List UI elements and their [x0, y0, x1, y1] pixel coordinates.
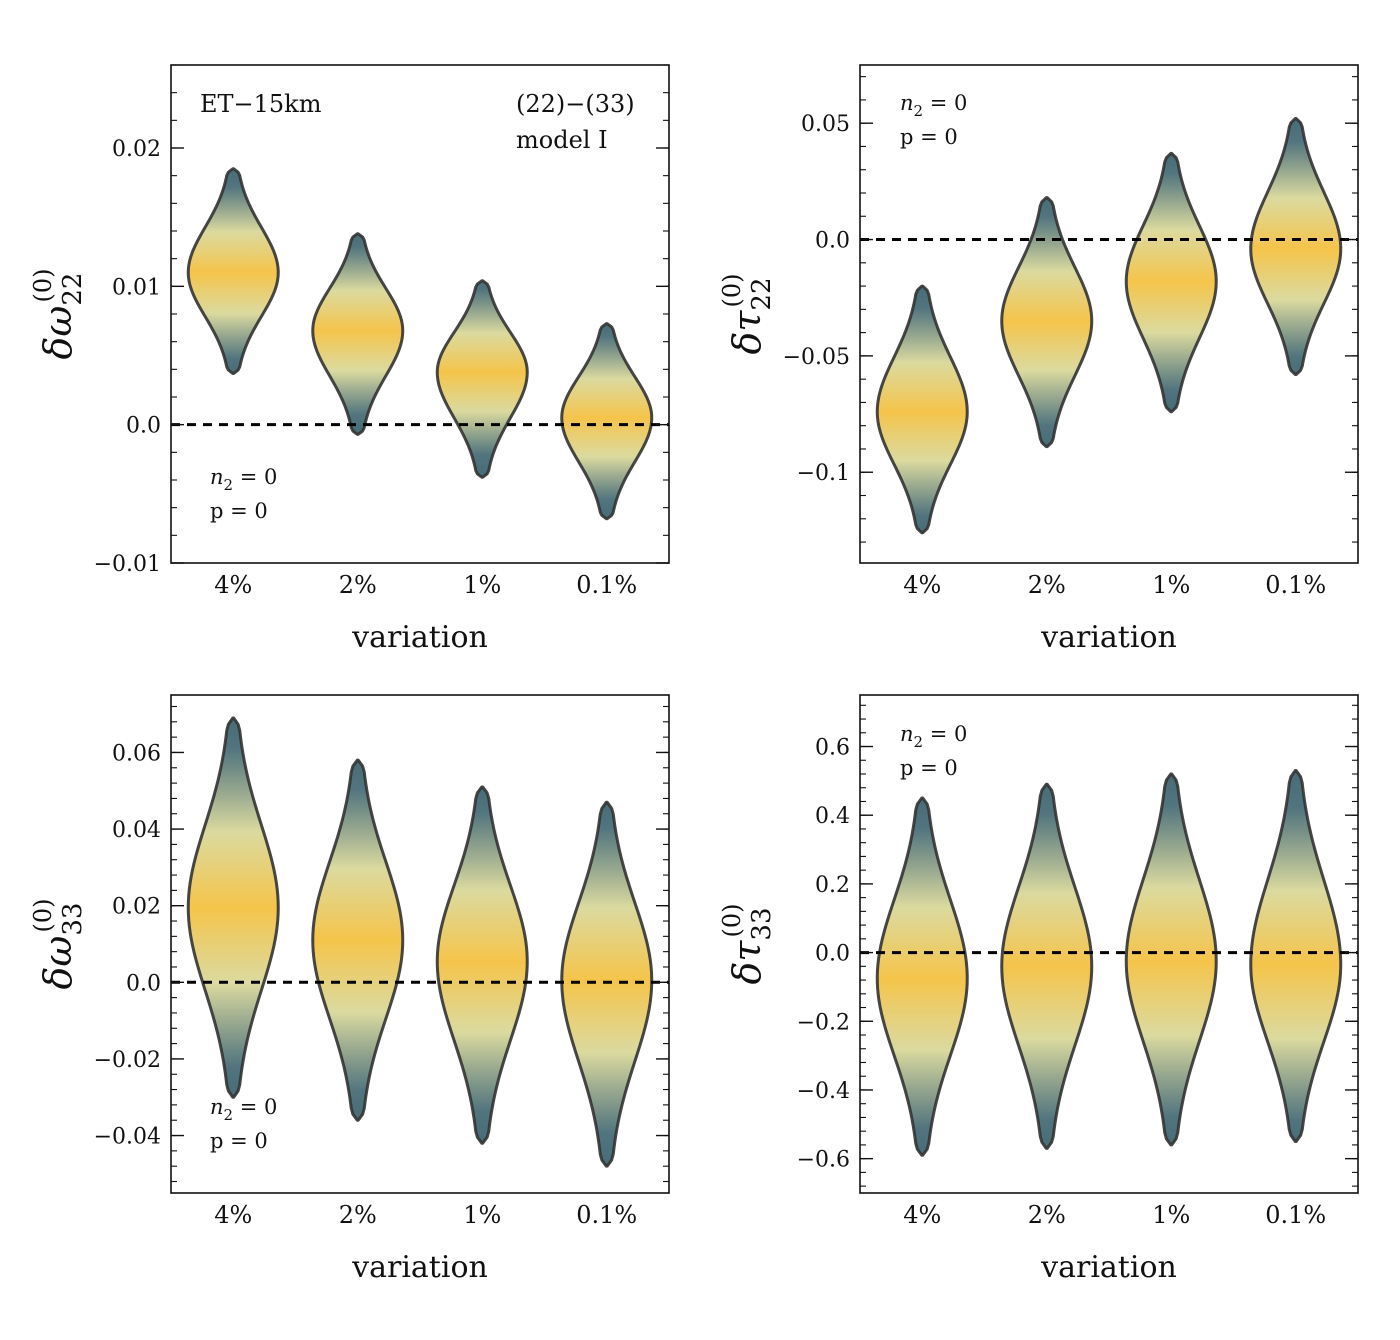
y-axis-label: δτ22(0) — [718, 274, 777, 355]
x-tick-label: 1% — [463, 1201, 501, 1229]
annotation-detector: ET−15km — [200, 90, 322, 118]
y-tick-label: −0.04 — [94, 1125, 161, 1150]
x-tick-label: 1% — [463, 571, 501, 599]
x-tick-label: 1% — [1152, 571, 1190, 599]
y-tick-label: 0.0 — [126, 414, 161, 439]
plot-frame — [859, 694, 1359, 1194]
panel-bottom-right: −0.6 −0.4 −0.2 0.0 0.2 0.4 0.6 4% 2% 1% 0.1% variat… — [718, 694, 1359, 1285]
violin-2pct — [1000, 196, 1094, 449]
legend-n2: n2 = 0 — [210, 465, 277, 494]
violin-0_1pct — [560, 322, 654, 521]
x-tick-label: 2% — [1028, 1201, 1066, 1229]
y-tick-label: 0.02 — [112, 137, 161, 162]
violin-0_1pct — [1249, 117, 1343, 376]
violin-4pct — [186, 716, 280, 1099]
violin-1pct — [1124, 151, 1218, 414]
x-axis-label: variation — [351, 1250, 488, 1285]
legend-n2: n2 = 0 — [900, 91, 967, 120]
x-tick-label: 1% — [1152, 1201, 1190, 1229]
y-tick-label: 0.04 — [112, 818, 161, 843]
x-tick-label: 0.1% — [1265, 571, 1326, 599]
legend-n2: n2 = 0 — [900, 722, 967, 751]
x-tick-label: 0.1% — [576, 571, 637, 599]
y-axis-label: δω33(0) — [29, 899, 88, 990]
violin-0_1pct — [1249, 769, 1343, 1143]
y-tick-label: −0.6 — [797, 1148, 850, 1173]
y-tick-label: 0.05 — [801, 112, 850, 137]
panel-top-left: −0.01 0.0 0.01 0.02 4% 2% 1% 0.1% variation δω22(… — [29, 64, 670, 655]
y-tick-label: 0.6 — [815, 736, 850, 761]
violin-2pct — [1000, 782, 1094, 1150]
x-tick-label: 4% — [214, 571, 252, 599]
annotation-modes: (22)−(33) — [516, 90, 635, 118]
violin-4pct — [875, 796, 969, 1157]
y-axis-label: δω22(0) — [29, 269, 88, 360]
legend-n2: n2 = 0 — [210, 1095, 277, 1124]
x-tick-label: 0.1% — [576, 1201, 637, 1229]
legend-p: p = 0 — [900, 125, 958, 149]
y-tick-label: 0.02 — [112, 895, 161, 920]
y-tick-label: 0.0 — [815, 229, 850, 254]
x-axis-label: variation — [1040, 1250, 1177, 1285]
violin-0_1pct — [560, 800, 654, 1168]
x-tick-label: 0.1% — [1265, 1201, 1326, 1229]
y-tick-label: 0.2 — [815, 873, 850, 898]
y-tick-label: 0.4 — [815, 804, 850, 829]
violin-1pct — [435, 279, 529, 479]
x-tick-label: 2% — [339, 1201, 377, 1229]
y-axis-label: δτ33(0) — [718, 904, 777, 985]
annotation-model: model I — [516, 126, 608, 154]
violin-2pct — [311, 232, 405, 436]
x-axis-label: variation — [351, 620, 488, 655]
x-tick-label: 4% — [214, 1201, 252, 1229]
plot-frame — [170, 694, 670, 1194]
legend-p: p = 0 — [900, 756, 958, 780]
y-tick-label: 0.01 — [112, 275, 161, 300]
y-tick-label: 0.0 — [815, 942, 850, 967]
x-tick-label: 2% — [339, 571, 377, 599]
violin-1pct — [435, 785, 529, 1145]
y-tick-label: −0.2 — [797, 1010, 850, 1035]
x-tick-label: 4% — [903, 571, 941, 599]
panel-bottom-left: −0.04 −0.02 0.0 0.02 0.04 0.06 4% 2% 1% 0.1% varia… — [29, 694, 670, 1285]
y-tick-label: 0.06 — [112, 741, 161, 766]
legend-p: p = 0 — [210, 1129, 268, 1153]
y-tick-label: −0.4 — [797, 1079, 850, 1104]
x-tick-label: 2% — [1028, 571, 1066, 599]
y-tick-label: −0.02 — [94, 1048, 161, 1073]
violin-1pct — [1124, 772, 1218, 1147]
violin-2pct — [311, 758, 405, 1122]
violin-4pct — [186, 167, 280, 375]
panel-top-right: −0.1 −0.05 0.0 0.05 4% 2% 1% 0.1% variation δτ22(… — [718, 64, 1359, 655]
x-axis-label: variation — [1040, 620, 1177, 655]
y-tick-label: −0.1 — [797, 461, 850, 486]
y-tick-label: 0.0 — [126, 971, 161, 996]
legend-p: p = 0 — [210, 499, 268, 523]
y-tick-label: −0.05 — [783, 345, 850, 370]
x-tick-label: 4% — [903, 1201, 941, 1229]
plot-frame — [859, 64, 1359, 564]
y-tick-label: −0.01 — [94, 552, 161, 577]
violin-4pct — [875, 284, 969, 535]
